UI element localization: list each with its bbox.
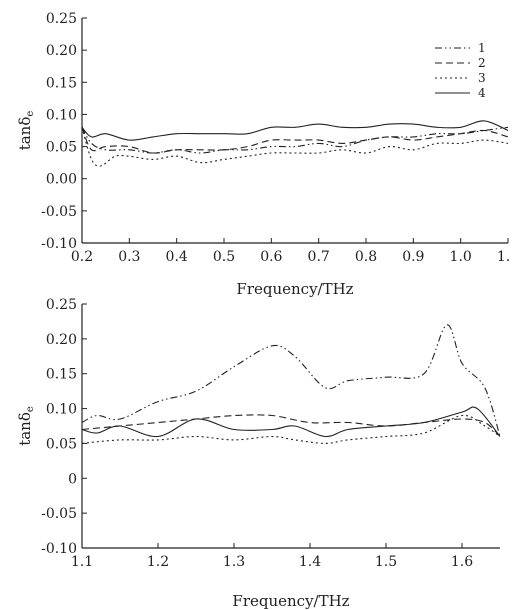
y-tick-label: 0.05 <box>46 140 77 156</box>
legend-label-4: 4 <box>478 86 486 100</box>
y-tick-label: -0.05 <box>41 204 77 220</box>
x-tick-label: 1.0 <box>450 249 472 265</box>
y-axis-label-subscript: e <box>25 406 36 412</box>
y-tick-label: 0.20 <box>46 332 77 348</box>
x-tick-label: 1.1 <box>71 554 93 570</box>
x-tick-label: 1.5 <box>375 554 397 570</box>
plot-area: -0.10 -0.05 0.00 0.05 0.10 0.15 0.20 0.25 0.2 0.3… <box>41 11 512 265</box>
y-tick-label: 0.25 <box>46 11 77 27</box>
y-tick-label: 0 <box>68 471 77 487</box>
y-axis-label-subscript: e <box>25 111 36 117</box>
legend-label-1: 1 <box>478 41 486 55</box>
y-tick-label: 0.15 <box>46 75 77 91</box>
y-tick-label: -0.05 <box>41 506 77 522</box>
y-axis-label: tanδe <box>16 111 36 151</box>
chart-top: -0.10 -0.05 0.00 0.05 0.10 0.15 0.20 0.25 0.2 0.3… <box>16 11 512 298</box>
x-tick-label: 1.1 <box>497 249 512 265</box>
x-tick-label: 0.6 <box>260 249 282 265</box>
x-tick-label: 0.8 <box>355 249 377 265</box>
series-line-3 <box>81 127 509 167</box>
x-axis-label: Frequency/THz <box>236 280 353 298</box>
x-tick-label: 0.3 <box>118 249 140 265</box>
y-axis-label-main: tanδ <box>16 117 34 151</box>
chart-bottom: -0.10 -0.05 0 0.05 0.10 0.15 0.20 0.25 1.1 1.2 1.3… <box>16 297 501 610</box>
series-line-2 <box>81 127 509 154</box>
legend-label-3: 3 <box>478 71 486 85</box>
x-tick-label: 0.7 <box>308 249 330 265</box>
series-line-1 <box>81 324 501 437</box>
y-tick-label: -0.10 <box>41 541 77 557</box>
series-line-4 <box>81 120 509 141</box>
y-tick-label: 0.10 <box>46 402 77 418</box>
y-tick-label: 0.10 <box>46 107 77 123</box>
plot-area: -0.10 -0.05 0 0.05 0.10 0.15 0.20 0.25 1.1 1.2 1.3… <box>41 297 501 570</box>
y-tick-label: 0.15 <box>46 367 77 383</box>
y-tick-label: 0.25 <box>46 297 77 313</box>
x-tick-label: 0.9 <box>402 249 424 265</box>
y-axis-label-main: tanδ <box>16 412 34 446</box>
x-tick-label: 1.4 <box>299 554 321 570</box>
y-axis-label: tanδe <box>16 406 36 446</box>
x-tick-label: 1.2 <box>147 554 169 570</box>
series-line-4 <box>81 406 501 438</box>
legend-label-2: 2 <box>478 56 486 70</box>
x-tick-label: 0.2 <box>71 249 93 265</box>
y-tick-label: 0.00 <box>46 172 77 188</box>
y-tick-label: 0.05 <box>46 436 77 452</box>
x-tick-label: 0.5 <box>213 249 235 265</box>
x-tick-label: 1.6 <box>451 554 473 570</box>
y-tick-label: -0.10 <box>41 236 77 252</box>
x-axis-label: Frequency/THz <box>232 592 349 610</box>
x-tick-label: 0.4 <box>166 249 188 265</box>
x-tick-label: 1.3 <box>223 554 245 570</box>
series-line-1 <box>81 126 509 154</box>
y-tick-label: 0.20 <box>46 43 77 59</box>
